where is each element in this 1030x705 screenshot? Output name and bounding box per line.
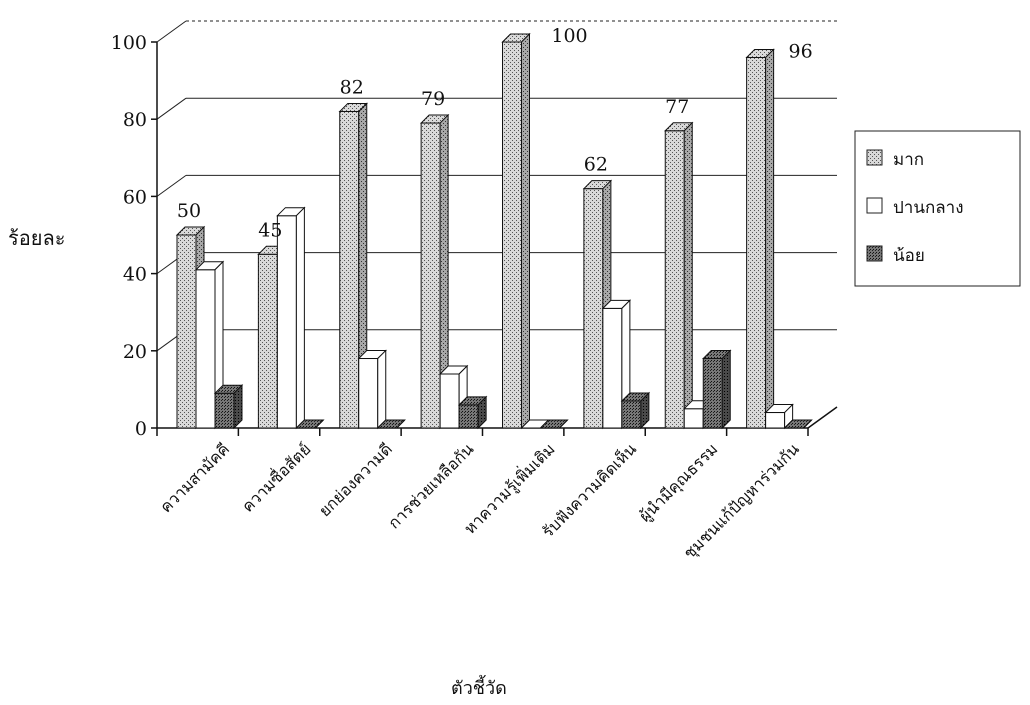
- category-label: ความซื่อสัตย์: [237, 438, 315, 516]
- bar-น้อย: [620, 391, 651, 430]
- bar-น้อย: [457, 395, 488, 430]
- legend: มาก ปานกลาง น้อย: [854, 130, 1021, 287]
- bar-มาก: [745, 48, 775, 430]
- data-label: 45: [258, 219, 282, 241]
- bar-น้อย: [295, 419, 325, 429]
- data-label: 77: [665, 96, 689, 118]
- y-tick-label: 20: [123, 341, 147, 363]
- bars: [175, 32, 813, 430]
- category-label: ความสามัคคี: [156, 439, 233, 516]
- bar-ปานกลาง: [601, 299, 632, 430]
- gridline-side: [156, 97, 187, 120]
- bar-มาก: [501, 32, 531, 430]
- bar-มาก: [338, 102, 368, 430]
- bar-น้อย: [783, 419, 813, 429]
- y-tick-label: 100: [111, 32, 147, 54]
- data-label: 96: [789, 40, 813, 62]
- bar-ปานกลาง: [357, 349, 387, 430]
- x-axis-title: ตัวชี้วัด: [451, 675, 507, 699]
- y-tick-label: 40: [123, 264, 147, 286]
- legend-swatch-noi: [866, 245, 883, 262]
- legend-label-noi: น้อย: [893, 246, 925, 266]
- category-label: การช่วยเหลือกัน: [384, 439, 477, 532]
- legend-label-panklang: ปานกลาง: [893, 198, 964, 218]
- bar-น้อย: [213, 384, 244, 430]
- data-label: 82: [340, 76, 364, 98]
- bar-น้อย: [376, 419, 406, 429]
- y-axis-title: ร้อยละ: [8, 226, 65, 250]
- data-label: 62: [584, 154, 608, 176]
- y-axis-ticks: 0 20 40 60 80 100: [111, 32, 157, 440]
- floor-edge: [807, 406, 838, 429]
- category-label: ยกย่องความดี: [315, 439, 396, 520]
- y-tick-label: 0: [135, 418, 147, 440]
- bar-ปานกลาง: [764, 403, 794, 430]
- bar-มาก: [664, 121, 694, 430]
- data-label: 100: [551, 25, 587, 47]
- bar-ปานกลาง: [194, 260, 225, 430]
- category-labels: ความสามัคคี ความซื่อสัตย์ ยกย่องความดีการช…: [156, 438, 803, 563]
- bar-ปานกลาง: [276, 206, 306, 430]
- y-tick-label: 60: [123, 186, 147, 208]
- data-label: 50: [177, 200, 201, 222]
- category-label: ผู้นำมีคุณธรรม: [635, 439, 722, 526]
- legend-label-mak: มาก: [893, 150, 924, 170]
- data-label: 79: [421, 88, 445, 110]
- legend-swatch-panklang: [866, 197, 883, 214]
- bar-น้อย: [539, 419, 569, 429]
- data-labels: 50 45 82 79 100 62 77 96: [177, 25, 813, 241]
- legend-swatch-mak: [866, 149, 883, 166]
- y-tick-label: 80: [123, 109, 147, 131]
- gridline-side: [156, 20, 187, 43]
- bar-น้อย: [702, 349, 732, 430]
- bar-มาก: [419, 113, 450, 430]
- gridline-side: [156, 174, 187, 197]
